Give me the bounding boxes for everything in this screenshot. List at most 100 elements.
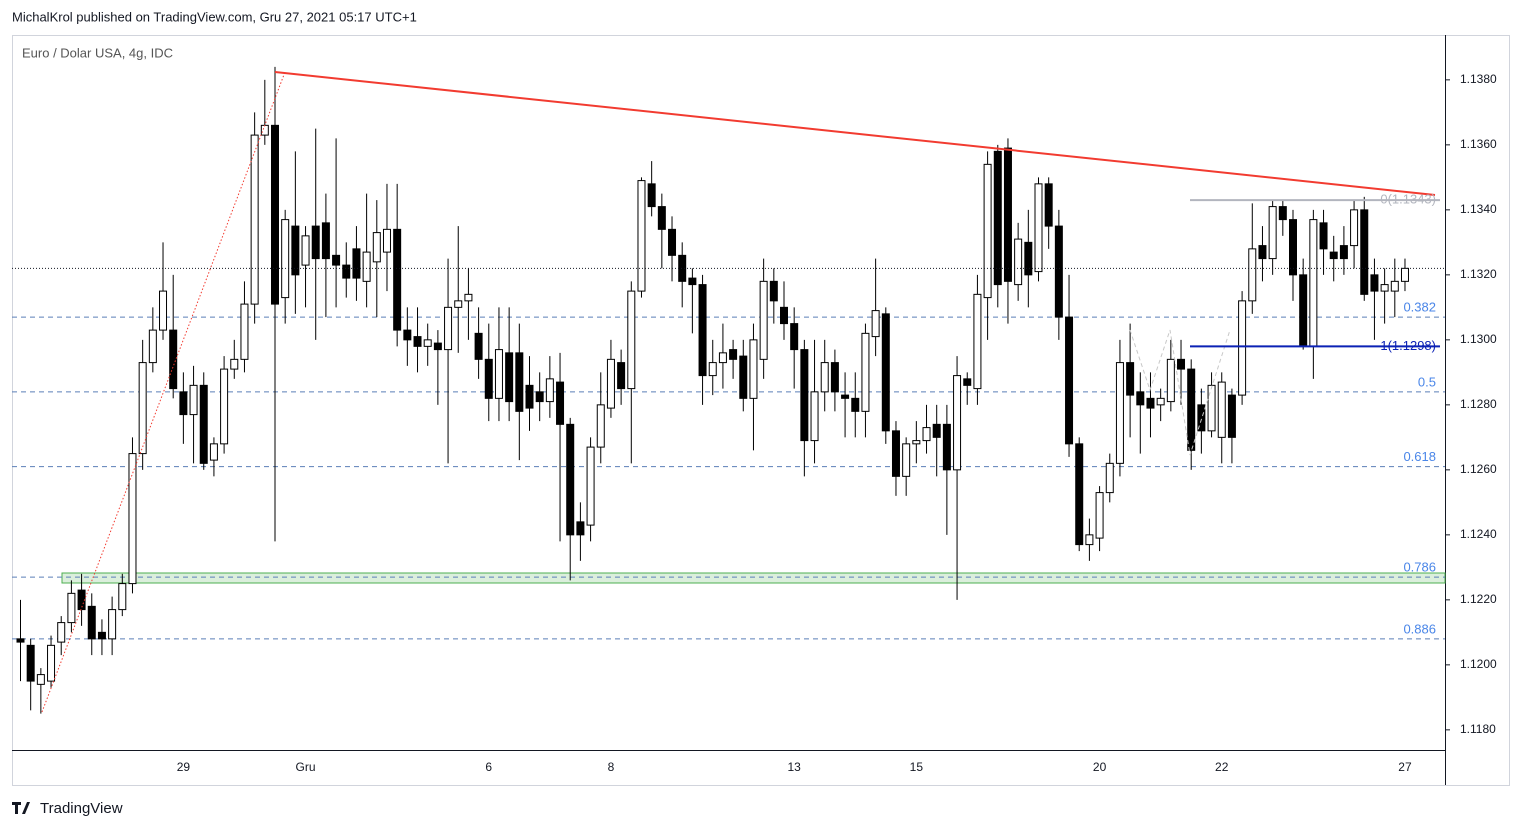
candle-body <box>332 254 341 266</box>
candle-body <box>118 583 127 611</box>
candle-body <box>1044 183 1053 227</box>
x-tick-label: 27 <box>1398 760 1412 774</box>
candle-body <box>1278 206 1287 221</box>
candle-body <box>1217 381 1226 438</box>
y-tick-label: 1.1220 <box>1460 592 1497 606</box>
candle-body <box>668 228 677 256</box>
candle-body <box>1299 274 1308 347</box>
x-tick-label: 22 <box>1215 760 1229 774</box>
brand-name: TradingView <box>40 800 123 817</box>
y-tick-label: 1.1200 <box>1460 657 1497 671</box>
support-zone <box>61 572 1446 584</box>
candle-body <box>128 453 137 585</box>
candle-body <box>953 375 962 471</box>
y-tick-label: 1.1260 <box>1460 462 1497 476</box>
candle-body <box>423 339 432 347</box>
candle-body <box>780 306 788 325</box>
candle-body <box>352 248 361 279</box>
level-label: 0(1.1343) <box>1380 192 1436 207</box>
level-label: 1(1.1298) <box>1380 338 1436 353</box>
candle-body <box>1329 251 1338 260</box>
candle-body <box>1207 384 1216 432</box>
candle-body <box>769 280 778 302</box>
candle-body <box>474 332 483 360</box>
y-tick-label: 1.1380 <box>1460 72 1497 86</box>
candle-body <box>179 391 188 416</box>
x-tick-label: 13 <box>788 760 802 774</box>
candle-body <box>759 280 768 360</box>
x-tick-label: Gru <box>296 760 316 774</box>
candle-body <box>1146 397 1155 409</box>
candle-body <box>382 228 391 253</box>
candle-body <box>311 225 320 260</box>
y-tick-label: 1.1300 <box>1460 332 1497 346</box>
candle-body <box>464 293 473 302</box>
candle-body <box>271 124 279 305</box>
candle-body <box>1360 209 1369 295</box>
chart-frame <box>12 35 1510 786</box>
pattern-line <box>1129 329 1231 456</box>
candle-body <box>729 349 738 360</box>
candle-body <box>1166 358 1175 403</box>
candle-body <box>535 391 544 403</box>
candle-body <box>881 313 890 432</box>
candle-body <box>16 638 25 643</box>
candle-body <box>189 384 198 416</box>
candle-body <box>138 362 147 455</box>
x-tick-label: 6 <box>485 760 492 774</box>
candle-body <box>220 368 229 445</box>
fib-label: 0.618 <box>1403 449 1436 464</box>
candle-body <box>1187 368 1196 451</box>
y-tick-label: 1.1280 <box>1460 397 1497 411</box>
candle-body <box>1126 362 1135 396</box>
candle-body <box>1390 280 1399 292</box>
candle-body <box>281 219 290 299</box>
candle-body <box>505 352 514 403</box>
candle-body <box>169 329 178 390</box>
candle-body <box>1024 241 1033 276</box>
candle-body <box>1115 362 1124 464</box>
candle-body <box>321 222 330 260</box>
candle-body <box>596 404 605 448</box>
fib-label: 0.5 <box>1418 374 1436 389</box>
candle-body <box>67 592 76 624</box>
brand: TradingView <box>12 800 123 817</box>
candle-body <box>250 134 259 305</box>
candle-body <box>1065 316 1074 445</box>
candle-body <box>688 277 697 286</box>
candle-body <box>454 300 463 308</box>
candle-body <box>912 440 921 445</box>
candle-body <box>830 362 839 393</box>
candle-body <box>1177 358 1186 370</box>
candle-body <box>403 329 412 341</box>
candle-body <box>47 644 56 682</box>
candle-body <box>810 391 819 442</box>
brand-logo <box>12 802 30 814</box>
candle-body <box>97 631 106 640</box>
x-tick-label: 8 <box>608 760 615 774</box>
candle-body <box>1034 183 1043 273</box>
candle-body <box>647 183 656 208</box>
candle-body <box>1309 219 1318 347</box>
candle-body <box>1105 462 1114 494</box>
candle-body <box>301 235 310 266</box>
candle-body <box>291 225 300 276</box>
candle-body <box>1003 147 1012 282</box>
candle-body <box>1054 225 1063 318</box>
y-tick-label: 1.1320 <box>1460 267 1497 281</box>
candle-body <box>1095 492 1104 539</box>
symbol-title: Euro / Dolar USA, 4g, IDC <box>22 45 173 60</box>
x-tick-label: 29 <box>177 760 191 774</box>
candle-body <box>1258 245 1267 260</box>
candle-body <box>973 293 982 390</box>
candle-body <box>586 446 595 526</box>
candle-body <box>525 384 534 409</box>
candle-body <box>36 674 45 685</box>
candle-body <box>698 284 707 377</box>
candle-body <box>1014 238 1023 286</box>
candle-body <box>26 644 35 682</box>
candle-body <box>841 394 850 399</box>
fib-label: 0.886 <box>1403 621 1436 636</box>
